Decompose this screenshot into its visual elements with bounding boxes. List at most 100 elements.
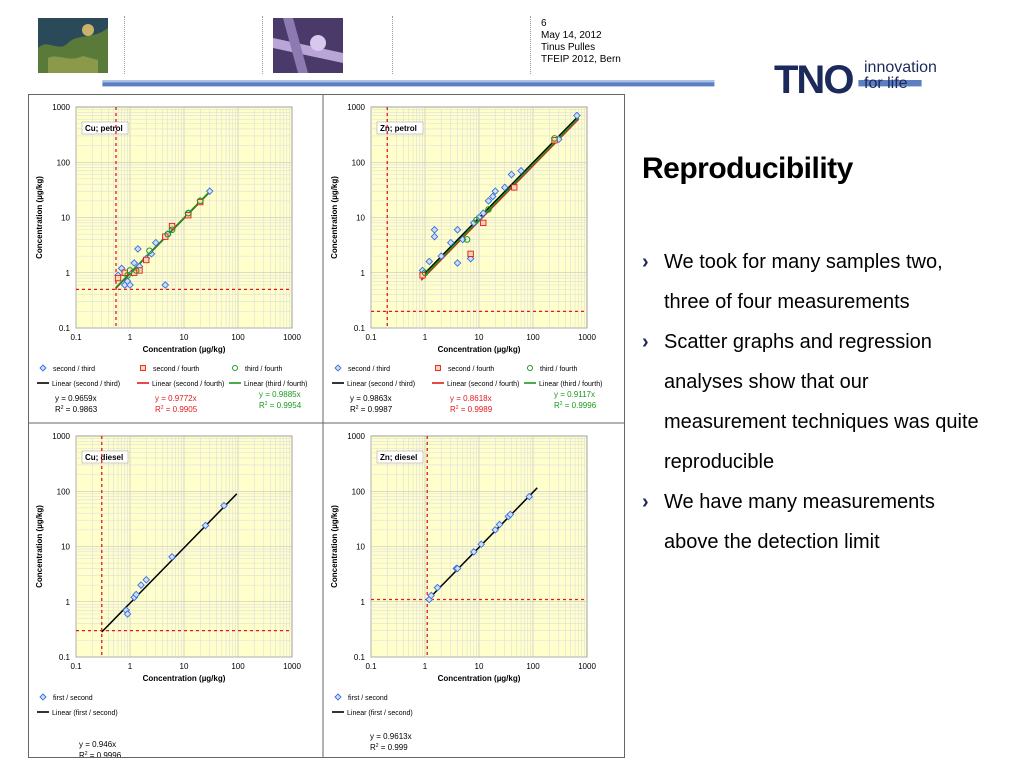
tagline-line1: innovation — [864, 59, 937, 76]
logo-tagline: innovation for life — [864, 60, 937, 92]
x-axis-label: Concentration (µg/kg) — [143, 674, 226, 683]
title-box — [376, 450, 424, 464]
data-point — [130, 259, 139, 267]
x-tick-label: 0.1 — [70, 662, 82, 671]
x-tick-label: 1 — [128, 333, 133, 342]
x-tick-label: 100 — [231, 333, 245, 342]
legend-label: Linear (third / fourth) — [539, 381, 602, 388]
x-tick-label: 1 — [423, 333, 428, 342]
legend-label: third / fourth — [245, 366, 282, 373]
legend-marker — [527, 365, 533, 371]
data-point — [511, 184, 518, 191]
y-axis-label: Concentration (µg/kg) — [35, 505, 44, 588]
legend-label: second / third — [348, 366, 390, 373]
data-point — [469, 548, 478, 556]
legend-label: first / second — [53, 695, 93, 702]
data-point — [473, 216, 480, 224]
legend-label: third / fourth — [540, 366, 577, 373]
satellite-thumbnail — [38, 18, 108, 73]
tno-logo: TNO — [774, 58, 854, 102]
data-point — [136, 267, 143, 274]
data-point — [437, 252, 446, 260]
legend-label: Linear (third / fourth) — [244, 381, 307, 388]
data-point — [453, 564, 462, 573]
data-point — [168, 226, 176, 234]
data-point — [147, 249, 156, 258]
header-divider — [530, 16, 531, 74]
y-tick-label: 1000 — [52, 103, 70, 112]
r-squared: R2 = 0.9996 — [79, 751, 122, 757]
x-tick-label: 100 — [526, 333, 540, 342]
slide-title: Reproducibility — [642, 152, 853, 185]
tagline-line2: for life — [864, 75, 908, 92]
data-point — [446, 238, 455, 247]
data-point — [425, 257, 434, 266]
chevron-right-icon: › — [642, 491, 649, 513]
data-point — [201, 521, 210, 530]
x-axis-label: Concentration (µg/kg) — [438, 674, 521, 683]
data-point — [134, 245, 142, 253]
data-point — [500, 183, 509, 192]
chart-title: Zn; diesel — [380, 453, 417, 462]
chevron-right-icon: › — [642, 331, 649, 353]
data-point — [184, 209, 192, 217]
data-point — [495, 520, 504, 529]
data-point — [517, 166, 525, 175]
regression-equation: y = 0.9863x — [350, 394, 392, 403]
legend-label: Linear (first / second) — [52, 710, 118, 717]
x-tick-label: 1000 — [578, 333, 596, 342]
data-point — [453, 259, 462, 267]
x-tick-label: 1 — [128, 662, 133, 671]
data-point — [126, 267, 134, 274]
y-tick-label: 100 — [352, 158, 366, 167]
title-box — [376, 121, 424, 135]
data-point — [469, 219, 478, 227]
data-point — [525, 492, 534, 501]
data-point — [433, 583, 442, 592]
regression-equation: y = 0.9613x — [370, 732, 412, 741]
data-point — [220, 501, 228, 510]
bullet-item: › Scatter graphs and regression analyses … — [642, 322, 982, 482]
chart-0: 0.10.1 1 1 10 10 100 100 1000 1000 Concentration … — [35, 103, 307, 414]
legend-label: Linear (first / second) — [347, 710, 413, 717]
x-tick-label: 100 — [526, 662, 540, 671]
data-point — [168, 553, 176, 561]
data-point — [480, 219, 487, 227]
header-divider — [124, 16, 125, 74]
data-point — [123, 610, 132, 618]
charts-figure: 0.1 0.1 1 1 10 10 100 100 1000 1000 Concentration … — [28, 94, 625, 760]
slide-number: 6 — [541, 18, 547, 29]
y-tick-label: 100 — [57, 487, 71, 496]
data-point — [164, 230, 172, 238]
x-tick-label: 0.1 — [365, 662, 377, 671]
legend-marker — [140, 365, 146, 371]
data-point — [573, 111, 581, 120]
data-point — [196, 197, 204, 205]
title-box — [81, 450, 129, 464]
r-squared: R2 = 0.9954 — [259, 401, 302, 410]
y-axis-label: Concentration (µg/kg) — [330, 176, 339, 259]
bullet-item: › We have many measurements above the det… — [642, 482, 982, 562]
legend-label: Linear (second / fourth) — [447, 381, 519, 388]
header-divider — [392, 16, 393, 74]
x-tick-label: 1000 — [578, 662, 596, 671]
data-point — [453, 225, 462, 234]
regression-equation: y = 0.946x — [79, 740, 116, 749]
x-axis-label: Concentration (µg/kg) — [143, 345, 226, 354]
regression-line — [420, 118, 580, 281]
regression-equation: y = 0.8618x — [450, 394, 492, 403]
legend-marker — [39, 364, 47, 372]
y-tick-label: 1000 — [347, 432, 365, 441]
data-point — [132, 590, 140, 599]
chart-1: 0.10.1 1 1 10 10 100 100 1000 1000 Concentration … — [330, 103, 602, 414]
r-squared: R2 = 0.9996 — [554, 401, 597, 410]
legend-label: first / second — [348, 695, 388, 702]
x-tick-label: 10 — [180, 333, 189, 342]
x-axis-label: Concentration (µg/kg) — [438, 345, 521, 354]
data-point — [205, 187, 214, 195]
legend-label: Linear (second / third) — [347, 381, 415, 388]
y-axis-label: Concentration (µg/kg) — [35, 176, 44, 259]
r-squared: R2 = 0.9989 — [450, 405, 493, 414]
x-tick-label: 10 — [180, 662, 189, 671]
header-divider — [262, 16, 263, 74]
